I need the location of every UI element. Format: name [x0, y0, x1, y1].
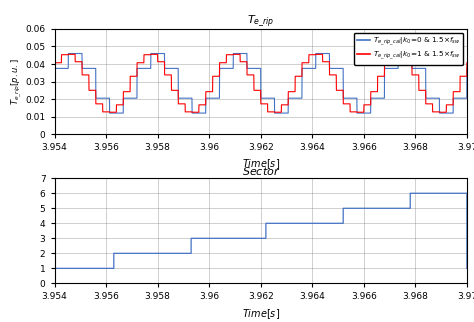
X-axis label: $Time[s]$: $Time[s]$: [242, 307, 280, 321]
X-axis label: $Time[s]$: $Time[s]$: [242, 158, 280, 172]
Title: $Sector$: $Sector$: [242, 166, 280, 177]
Title: $T_{e\_rip}$: $T_{e\_rip}$: [247, 13, 274, 29]
Legend: $T_{e\_rip\_cal}|k_0\!=\!0$ & $1.5\!\times\! f_{sw}$, $T_{e\_rip\_cal}|k_0\!=\!1: $T_{e\_rip\_cal}|k_0\!=\!0$ & $1.5\!\tim…: [354, 33, 463, 64]
Y-axis label: $T_{e\_rip}[p.u.]$: $T_{e\_rip}[p.u.]$: [9, 58, 24, 105]
